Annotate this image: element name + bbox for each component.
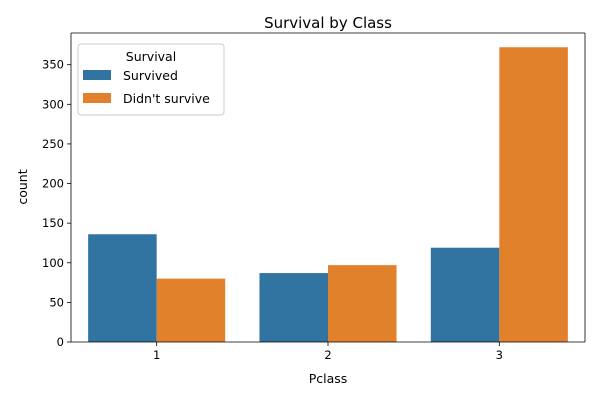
y-axis-label: count xyxy=(15,169,30,204)
y-axis-ticks: 0 50 100 150 200 250 300 350 xyxy=(42,58,71,349)
legend-label-survived: Survived xyxy=(123,68,178,83)
legend-title: Survival xyxy=(126,49,176,64)
x-axis-ticks: 1 2 3 xyxy=(153,342,503,362)
legend-label-didnt-survive: Didn't survive xyxy=(123,91,210,106)
bar-didn-t-survive-class-1 xyxy=(156,278,226,342)
y-tick-label: 0 xyxy=(57,335,64,349)
x-tick-label: 3 xyxy=(496,348,503,362)
legend-swatch-didnt-survive xyxy=(83,93,111,103)
y-tick-label: 150 xyxy=(42,216,64,230)
bar-didn-t-survive-class-2 xyxy=(328,265,397,342)
legend: Survival Survived Didn't survive xyxy=(77,43,225,116)
legend-box xyxy=(77,43,225,116)
bars-group xyxy=(88,47,568,343)
y-tick-label: 50 xyxy=(49,295,64,309)
y-tick-label: 100 xyxy=(42,256,64,270)
y-tick-label: 200 xyxy=(42,177,64,191)
y-tick-label: 350 xyxy=(42,58,64,72)
chart-title: Survival by Class xyxy=(264,14,392,32)
y-tick-label: 300 xyxy=(42,97,64,111)
y-tick-label: 250 xyxy=(42,137,64,151)
x-tick-label: 1 xyxy=(153,348,160,362)
bar-survived-class-3 xyxy=(430,247,500,342)
x-tick-label: 2 xyxy=(324,348,331,362)
bar-didn-t-survive-class-3 xyxy=(499,47,568,343)
x-axis-label: Pclass xyxy=(309,371,348,386)
bar-survived-class-1 xyxy=(88,234,157,342)
legend-swatch-survived xyxy=(83,70,111,80)
bar-survived-class-2 xyxy=(259,273,328,342)
